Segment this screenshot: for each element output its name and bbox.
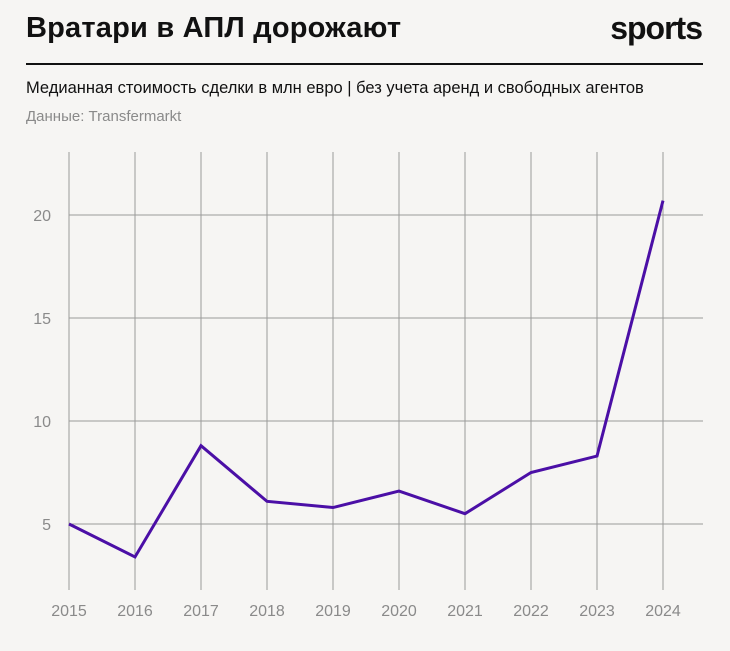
- chart-title: Вратари в АПЛ дорожают: [26, 12, 402, 44]
- series-line: [68, 200, 665, 559]
- title-divider: [26, 63, 703, 65]
- x-tick-label: 2018: [249, 603, 285, 620]
- y-tick-label: 10: [33, 414, 51, 431]
- x-tick-label: 2017: [183, 603, 219, 620]
- x-tick-label: 2020: [381, 603, 417, 620]
- x-tick-label: 2015: [51, 603, 87, 620]
- x-tick-label: 2021: [447, 603, 483, 620]
- y-tick-label: 15: [33, 311, 51, 328]
- x-tick-label: 2019: [315, 603, 351, 620]
- x-tick-label: 2024: [645, 603, 681, 620]
- x-tick-label: 2023: [579, 603, 615, 620]
- y-tick-label: 20: [33, 208, 51, 225]
- data-source: Данные: Transfermarkt: [26, 108, 182, 125]
- y-tick-label: 5: [42, 517, 51, 534]
- x-tick-label: 2022: [513, 603, 549, 620]
- sports-logo: sports: [610, 10, 703, 46]
- x-tick-label: 2016: [117, 603, 153, 620]
- chart-subtitle: Медианная стоимость сделки в млн евро | …: [26, 79, 644, 97]
